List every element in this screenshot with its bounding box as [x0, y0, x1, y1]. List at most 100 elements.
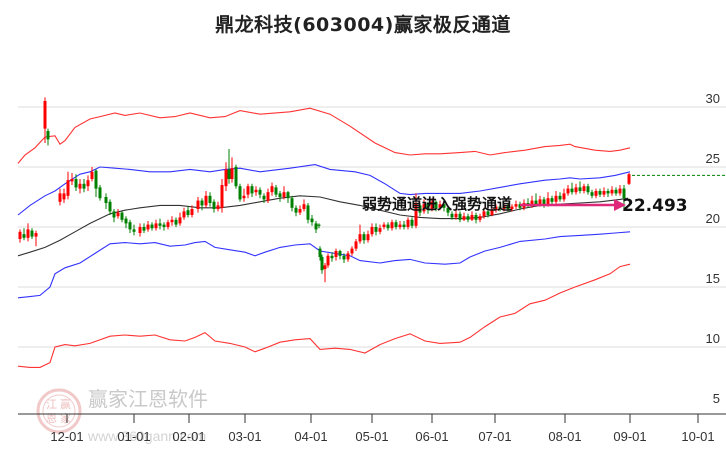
svg-text:赢: 赢 — [60, 397, 71, 411]
down-candle — [394, 222, 398, 227]
up-candle — [482, 211, 486, 217]
up-candle — [354, 241, 358, 249]
up-candle — [530, 200, 534, 206]
up-candle — [350, 248, 354, 254]
down-candle — [570, 188, 574, 193]
lower-inner-band-line — [17, 231, 631, 299]
up-candle — [366, 234, 370, 241]
signal-annotation: 弱势通道进入强势通道 22.493 — [362, 195, 688, 216]
up-candle — [414, 203, 418, 226]
down-candle — [112, 211, 116, 218]
up-candle — [66, 180, 70, 196]
down-candle — [124, 218, 128, 224]
up-candle — [478, 216, 482, 220]
up-candle — [190, 209, 194, 215]
up-candle — [470, 215, 474, 220]
down-candle — [442, 204, 446, 208]
x-tick-label: 10-01 — [681, 429, 714, 444]
up-candle — [490, 210, 494, 215]
down-candle — [362, 234, 366, 241]
down-candle — [94, 170, 98, 189]
up-candle — [266, 192, 270, 201]
down-candle — [314, 223, 318, 230]
up-candle — [166, 222, 170, 227]
down-candle — [342, 255, 346, 260]
down-candle — [82, 183, 86, 189]
down-candle — [98, 187, 102, 199]
up-candle — [204, 195, 208, 206]
watermark-url: www.360gann.com — [87, 428, 206, 444]
down-candle — [386, 224, 390, 229]
down-candle — [274, 187, 278, 195]
up-candle — [154, 223, 158, 229]
down-candle — [606, 191, 610, 194]
down-candle — [586, 186, 590, 193]
arrow-head-icon — [614, 199, 626, 211]
up-candle — [406, 219, 410, 227]
up-candle — [546, 198, 550, 206]
down-candle — [550, 198, 554, 202]
watermark: 江 赢 恩 家 赢家江恩软件 www.360gann.com — [36, 387, 208, 444]
up-candle — [422, 204, 426, 212]
watermark-name: 赢家江恩软件 — [88, 387, 208, 411]
up-candle — [138, 227, 142, 233]
down-candle — [208, 195, 212, 203]
up-candle — [70, 179, 74, 182]
down-candle — [434, 201, 438, 209]
svg-text:江: 江 — [46, 398, 57, 411]
up-candle — [224, 169, 228, 187]
up-candle — [538, 199, 542, 205]
down-candle — [238, 186, 242, 200]
up-candle — [398, 224, 402, 227]
up-candle — [170, 219, 174, 223]
down-candle — [22, 234, 26, 238]
up-candle — [566, 188, 570, 194]
up-candle — [510, 206, 514, 209]
svg-text:恩: 恩 — [46, 412, 57, 425]
up-candle — [627, 174, 631, 184]
x-tick-label: 09-01 — [613, 429, 646, 444]
down-candle — [310, 218, 314, 223]
up-candle — [86, 180, 90, 187]
up-candle — [178, 217, 182, 224]
down-candle — [542, 199, 546, 206]
up-candle — [62, 193, 66, 200]
up-candle — [146, 224, 150, 230]
down-candle — [108, 201, 112, 212]
down-candle — [558, 195, 562, 200]
up-candle — [514, 204, 518, 207]
y-tick-label: 15 — [706, 271, 720, 286]
down-candle — [410, 219, 414, 226]
x-tick-label: 06-01 — [415, 429, 448, 444]
up-candle — [370, 227, 374, 235]
up-candle — [26, 229, 30, 238]
up-candle — [574, 187, 578, 193]
up-candle — [454, 213, 458, 218]
down-candle — [374, 227, 378, 232]
down-candle — [446, 207, 450, 213]
x-tick-label: 07-01 — [478, 429, 511, 444]
up-candle — [43, 101, 47, 129]
down-candle — [578, 187, 582, 191]
down-candle — [212, 201, 216, 209]
up-candle — [90, 171, 94, 179]
down-candle — [162, 224, 166, 227]
up-candle — [326, 255, 330, 266]
x-tick-label: 02-01 — [172, 429, 205, 444]
lower-outer-band-line — [17, 263, 631, 368]
up-candle — [298, 209, 302, 213]
annotation-text: 弱势通道进入强势通道 — [362, 195, 512, 213]
up-candle — [610, 189, 614, 194]
down-candle — [402, 224, 406, 227]
down-candle — [426, 204, 430, 211]
down-candle — [30, 230, 34, 237]
down-candle — [506, 205, 510, 209]
y-tick-label: 30 — [706, 91, 720, 106]
x-tick-label: 12-01 — [50, 429, 83, 444]
down-candle — [234, 167, 238, 187]
up-candle — [494, 206, 498, 211]
up-candle — [438, 204, 442, 208]
candlesticks — [18, 97, 631, 283]
down-candle — [104, 197, 108, 203]
watermark-logo-icon: 江 赢 恩 家 — [36, 388, 82, 434]
